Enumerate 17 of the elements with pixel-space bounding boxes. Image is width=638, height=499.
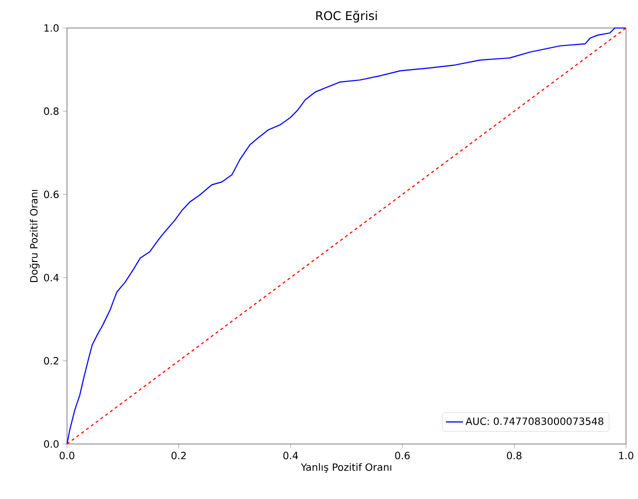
x-tick-label: 0.6	[395, 452, 410, 460]
x-tick-label: 0.8	[506, 452, 522, 460]
y-tick-label: 0.0	[44, 440, 59, 448]
x-tick-label: 0.4	[283, 452, 298, 460]
x-tick-label: 1.0	[619, 452, 634, 460]
y-tick-label: 0.4	[44, 274, 59, 282]
y-tick-label: 0.8	[44, 107, 59, 115]
y-tick-label: 0.2	[44, 357, 58, 365]
x-tick-label: 0.2	[172, 452, 186, 460]
y-tick-label: 0.6	[44, 190, 59, 198]
line-series	[66, 27, 627, 445]
y-tick-label: 1.0	[44, 24, 59, 32]
x-axis-title: Yanlış Pozitif Oranı	[300, 463, 392, 473]
y-axis-title: Doğru Pozitif Oranı	[30, 190, 40, 282]
x-tick-label: 0.0	[60, 452, 74, 460]
chart-title: ROC Eğrisi	[316, 10, 377, 22]
legend-label: AUC: 0.7477083000073548	[466, 417, 604, 425]
